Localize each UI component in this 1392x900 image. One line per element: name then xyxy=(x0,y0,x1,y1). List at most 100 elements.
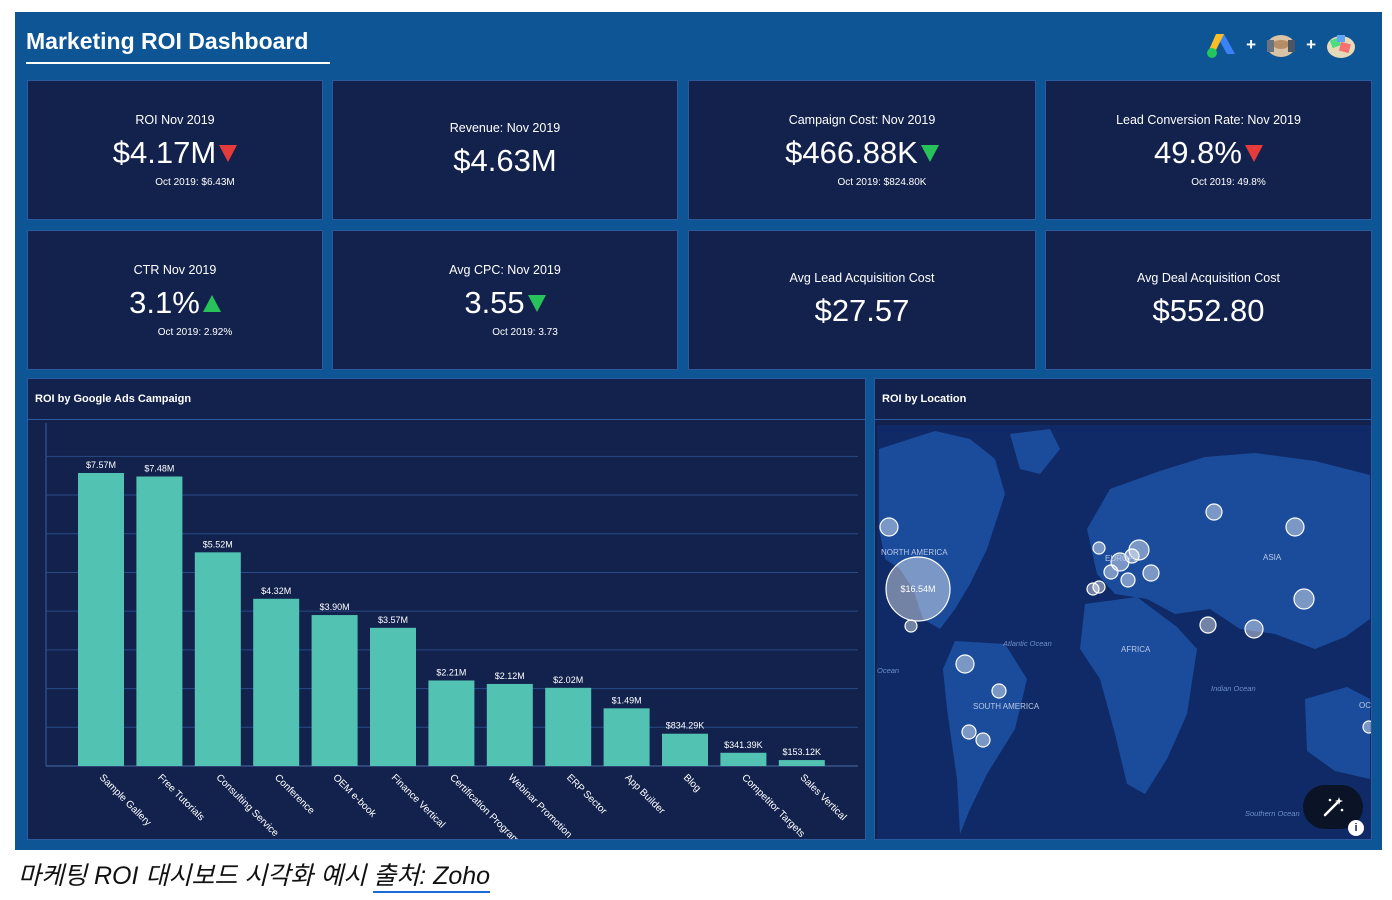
source-link[interactable]: 출처: Zoho xyxy=(373,862,491,893)
info-icon[interactable]: i xyxy=(1348,820,1364,836)
region-label: EUROPE xyxy=(1105,554,1139,563)
figure-caption: 마케팅 ROI 대시보드 시각화 예시 출처: Zoho xyxy=(18,856,491,893)
x-tick-label: ERP Sector xyxy=(564,772,609,817)
ocean-label: Southern Ocean xyxy=(1245,809,1300,818)
kpi-value-row: 49.8% xyxy=(1046,135,1371,171)
kpi-label: Avg Deal Acquisition Cost xyxy=(1137,271,1280,285)
location-bubble[interactable] xyxy=(961,724,977,740)
kpi-label: ROI Nov 2019 xyxy=(135,113,215,127)
panel-divider xyxy=(28,419,865,420)
location-roi-panel: ROI by Location NORTH AMERICA SOUTH AMERI… xyxy=(874,378,1372,840)
location-bubble[interactable] xyxy=(975,732,991,748)
bar xyxy=(662,733,708,766)
bar xyxy=(428,680,475,766)
greenland-shape xyxy=(1010,429,1060,474)
bar xyxy=(778,760,825,766)
bar xyxy=(603,708,650,766)
region-label: OCEA xyxy=(1359,701,1372,710)
location-bubble[interactable] xyxy=(955,654,975,674)
region-label: ASIA xyxy=(1263,553,1282,562)
location-panel-title: ROI by Location xyxy=(882,393,967,405)
location-bubble[interactable] xyxy=(879,517,899,537)
bar-data-label: $4.32M xyxy=(261,586,291,596)
location-bubble[interactable] xyxy=(1244,619,1264,639)
ocean-label: Indian Ocean xyxy=(1211,684,1256,693)
x-tick-label: Conference xyxy=(272,772,317,817)
location-bubble[interactable] xyxy=(1092,580,1106,594)
kpi-value-row: $27.57 xyxy=(689,293,1035,329)
location-bubble[interactable] xyxy=(1205,503,1223,521)
kpi-value: $4.17M xyxy=(112,135,217,170)
bar xyxy=(545,687,592,766)
kpi-label: Avg Lead Acquisition Cost xyxy=(789,271,935,285)
bar xyxy=(370,627,416,766)
location-bubble[interactable] xyxy=(991,683,1007,699)
bar xyxy=(253,598,300,766)
location-bubble[interactable] xyxy=(1293,588,1315,610)
bar-data-label: $2.02M xyxy=(553,675,583,685)
location-bubble[interactable] xyxy=(1362,720,1372,734)
kpi-card: Avg CPC: Nov 2019 3.55 Oct 2019: 3.73 xyxy=(332,230,678,370)
campaign-roi-panel: ROI by Google Ads Campaign $7.57M Sample … xyxy=(27,378,866,840)
bar-data-label: $2.21M xyxy=(436,667,466,677)
bar-data-label: $3.90M xyxy=(320,602,350,612)
kpi-previous-value: Oct 2019: $824.80K xyxy=(837,177,927,188)
trend-up-icon xyxy=(202,294,221,312)
kpi-card: Lead Conversion Rate: Nov 2019 49.8% Oct 2… xyxy=(1045,80,1372,220)
location-bubble[interactable] xyxy=(904,619,918,633)
location-bubble[interactable] xyxy=(1199,616,1217,634)
x-tick-label: Finance Vertical xyxy=(389,772,447,830)
north-america-shape xyxy=(879,431,1005,629)
ocean-label: Atlantic Ocean xyxy=(1002,639,1052,648)
kpi-card: Avg Deal Acquisition Cost $552.80 xyxy=(1045,230,1372,370)
ocean-label: Ocean xyxy=(877,666,899,675)
caption-text: 마케팅 ROI 대시보드 시각화 예시 xyxy=(18,862,374,890)
australia-shape xyxy=(1305,687,1370,779)
kpi-value: 3.55 xyxy=(464,285,525,320)
eurasia-shape xyxy=(1087,453,1370,649)
x-tick-label: Competitor Targets xyxy=(739,772,806,839)
dashboard-title: Marketing ROI Dashboard xyxy=(26,28,309,54)
kpi-value: 49.8% xyxy=(1154,135,1242,170)
location-bubble[interactable] xyxy=(1285,517,1305,537)
bar-data-label: $341.39K xyxy=(724,740,763,750)
kpi-previous-value: Oct 2019: 2.92% xyxy=(157,327,233,338)
kpi-previous-value: Oct 2019: $6.43M xyxy=(155,177,235,188)
bar-data-label: $834.29K xyxy=(666,721,705,731)
location-bubble[interactable] xyxy=(1103,564,1119,580)
campaign-roi-bar-chart: $7.57M Sample Gallery $7.48M Free Tutorials… xyxy=(45,423,858,840)
kpi-value-row: $466.88K xyxy=(689,135,1035,171)
campaign-panel-title: ROI by Google Ads Campaign xyxy=(35,393,192,405)
plus-sign: + xyxy=(1246,35,1257,54)
kpi-previous-value: Oct 2019: 49.8% xyxy=(1191,177,1266,188)
plus-sign: + xyxy=(1306,35,1316,54)
kpi-value: 3.1% xyxy=(129,285,200,320)
bubble-value-label: $16.54M xyxy=(900,584,935,594)
location-bubble[interactable] xyxy=(1142,564,1160,582)
bar xyxy=(194,552,241,766)
location-bubble[interactable] xyxy=(1120,572,1136,588)
x-tick-label: App Builder xyxy=(622,772,667,817)
magic-wand-button[interactable] xyxy=(1303,785,1363,829)
kpi-value-row: 3.55 xyxy=(333,285,677,321)
location-bubble[interactable] xyxy=(1128,539,1150,561)
kpi-card: Avg Lead Acquisition Cost $27.57 xyxy=(688,230,1036,370)
world-map: NORTH AMERICA SOUTH AMERICA EUROPE AFRICA AS… xyxy=(877,425,1372,839)
kpi-label: Campaign Cost: Nov 2019 xyxy=(788,113,936,127)
bar-data-label: $5.52M xyxy=(203,539,233,549)
bar-data-label: $153.12K xyxy=(783,747,822,757)
x-tick-label: OEM e-book xyxy=(330,772,378,820)
kpi-card: CTR Nov 2019 3.1% Oct 2019: 2.92% xyxy=(27,230,323,370)
bar-data-label: $7.48M xyxy=(144,463,174,473)
kpi-value-row: $4.63M xyxy=(333,143,677,179)
dashboard: Marketing ROI Dashboard + + ROI Nov 2019… xyxy=(15,12,1382,850)
location-bubble[interactable] xyxy=(1092,541,1106,555)
x-tick-label: Webinar Promotion xyxy=(506,772,574,840)
region-label: AFRICA xyxy=(1121,645,1151,654)
bar xyxy=(78,472,124,766)
location-bubble[interactable] xyxy=(885,556,951,622)
region-label: NORTH AMERICA xyxy=(881,548,948,557)
x-tick-label: Free Tutorials xyxy=(155,772,206,823)
title-underline xyxy=(26,62,330,64)
x-tick-label: Consulting Service xyxy=(214,772,281,839)
